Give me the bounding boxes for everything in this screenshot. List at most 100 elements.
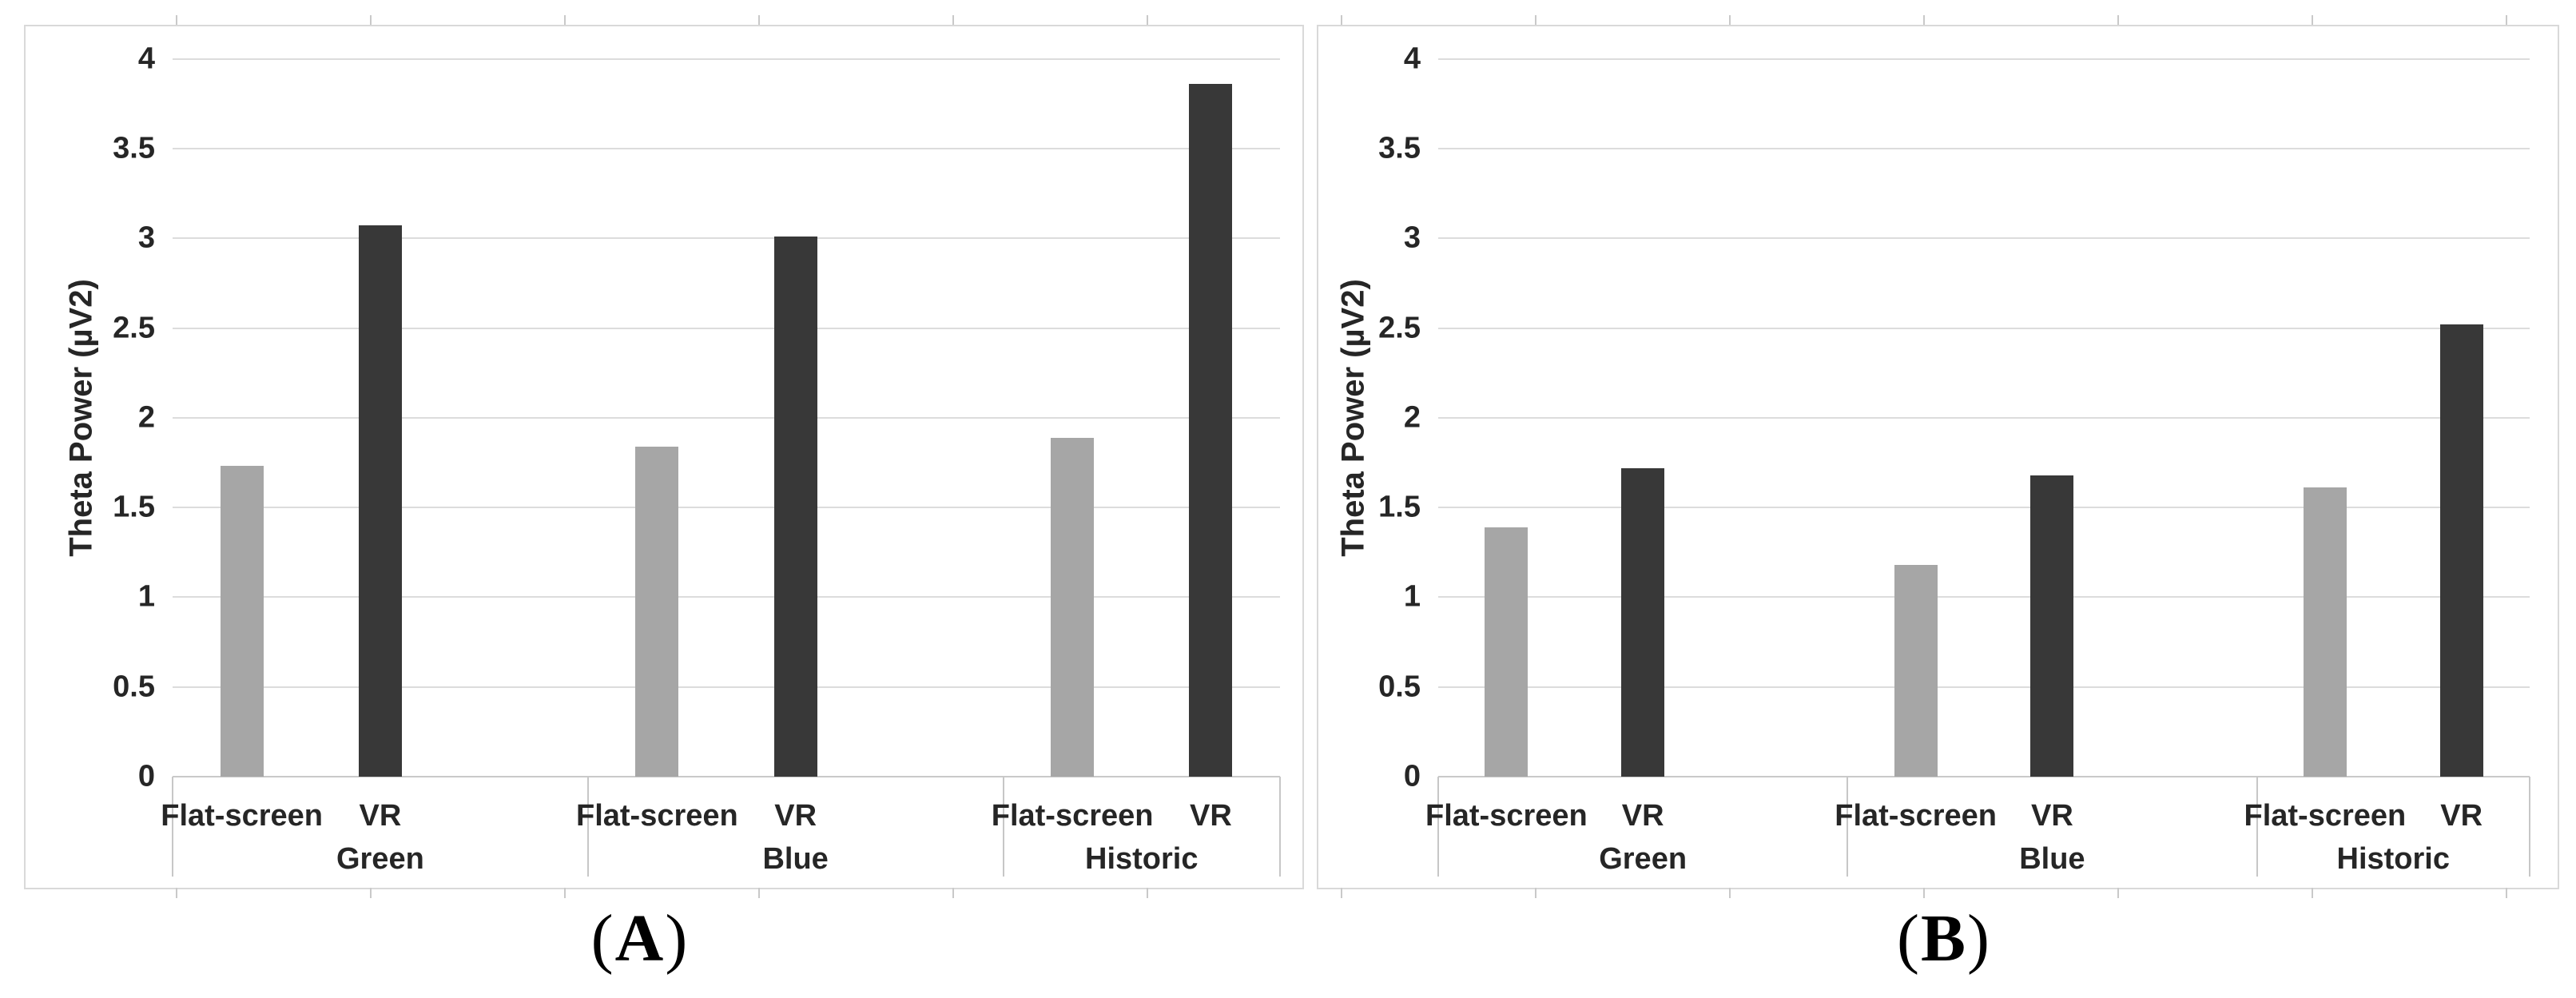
caption-letter: B (1920, 901, 1968, 976)
x-label-flat-screen: Flat-screen (576, 799, 738, 833)
y-tick-label: 0 (1403, 759, 1421, 793)
x-label-flat-screen: Flat-screen (1835, 799, 1997, 833)
frame-tick (2312, 888, 2313, 898)
bar-vr-blue (2030, 475, 2074, 777)
bar-vr-green (358, 225, 402, 777)
x-label-flat-screen: Flat-screen (1425, 799, 1588, 833)
group-separator (2256, 777, 2258, 877)
group-label-green: Green (336, 842, 424, 876)
y-axis-title: Theta Power (µV2) (1335, 279, 1371, 557)
bar-vr-historic (1189, 84, 1233, 777)
y-tick-label: 2 (1403, 400, 1421, 435)
x-label-vr: VR (2030, 799, 2073, 833)
group-separator (586, 777, 589, 877)
gridline (1438, 237, 2530, 240)
group-label-historic: Historic (1085, 842, 1199, 876)
y-tick-label: 1 (1403, 579, 1421, 614)
y-tick-label: 1.5 (1378, 490, 1421, 524)
group-separator (172, 777, 173, 877)
x-axis-line (173, 776, 1280, 777)
group-separator (1002, 777, 1004, 877)
group-label-blue: Blue (762, 842, 829, 876)
y-tick-label: 4 (137, 42, 155, 76)
group-label-blue: Blue (2019, 842, 2085, 876)
gridline (173, 686, 1280, 688)
bar-flat-screen-historic (2303, 487, 2347, 777)
gridline (173, 58, 1280, 60)
y-tick-label: 1.5 (113, 490, 155, 524)
group-separator (1437, 777, 1439, 877)
frame-tick (2506, 888, 2507, 898)
frame-tick (1729, 15, 1731, 25)
caption-paren: ( (1897, 901, 1921, 976)
y-tick-label: 3.5 (1378, 131, 1421, 165)
y-tick-label: 0.5 (1378, 670, 1421, 704)
frame-tick (1147, 15, 1148, 25)
frame-tick (1923, 15, 1925, 25)
y-tick-label: 2.5 (113, 311, 155, 344)
x-label-flat-screen: Flat-screen (2244, 799, 2407, 833)
y-tick-label: 0 (137, 759, 155, 793)
gridline (173, 237, 1280, 240)
frame-tick (1923, 888, 1925, 898)
gridline (173, 596, 1280, 598)
gridline (173, 507, 1280, 509)
frame-tick (2117, 15, 2119, 25)
frame-tick (2312, 15, 2313, 25)
frame-tick (176, 888, 177, 898)
caption-paren: ) (665, 901, 690, 976)
chart-frame (1317, 25, 2559, 889)
bar-vr-blue (773, 236, 817, 777)
frame-tick (564, 888, 566, 898)
y-tick-label: 1 (137, 579, 155, 614)
gridline (1438, 147, 2530, 149)
x-label-vr: VR (1189, 799, 1232, 833)
frame-tick (952, 15, 954, 25)
panel-caption: (B) (1897, 900, 1991, 977)
group-label-historic: Historic (2336, 842, 2450, 876)
frame-tick (2506, 15, 2507, 25)
bar-flat-screen-historic (1051, 437, 1095, 777)
x-axis-line (1438, 776, 2530, 777)
y-tick-label: 2.5 (1378, 311, 1421, 344)
gridline (1438, 507, 2530, 509)
y-tick-label: 4 (1403, 42, 1421, 76)
x-label-flat-screen: Flat-screen (161, 799, 323, 833)
group-separator (1279, 777, 1281, 877)
frame-tick (1147, 888, 1148, 898)
frame-tick (758, 888, 760, 898)
y-tick-label: 3 (1403, 221, 1421, 255)
frame-tick (370, 888, 372, 898)
bar-vr-green (1621, 467, 1665, 777)
gridline (1438, 686, 2530, 688)
bar-vr-historic (2439, 324, 2483, 777)
gridline (173, 416, 1280, 419)
x-label-vr: VR (2440, 799, 2483, 833)
gridline (1438, 58, 2530, 60)
frame-tick (370, 15, 372, 25)
chart-frame (24, 25, 1304, 889)
gridline (173, 147, 1280, 149)
frame-tick (176, 15, 177, 25)
x-label-vr: VR (774, 799, 817, 833)
bar-flat-screen-green (1485, 527, 1529, 777)
gridline (173, 327, 1280, 329)
caption-paren: ) (1967, 901, 1991, 976)
frame-tick (1535, 888, 1536, 898)
bar-flat-screen-blue (1894, 564, 1938, 777)
x-label-flat-screen: Flat-screen (991, 799, 1154, 833)
caption-letter: A (614, 901, 666, 976)
frame-tick (1341, 15, 1342, 25)
group-separator (2529, 777, 2530, 877)
gridline (1438, 327, 2530, 329)
frame-tick (1729, 888, 1731, 898)
y-tick-label: 3 (137, 221, 155, 255)
group-separator (1847, 777, 1849, 877)
gridline (1438, 596, 2530, 598)
y-tick-label: 3.5 (113, 131, 155, 165)
caption-paren: ( (590, 901, 615, 976)
y-tick-label: 2 (137, 400, 155, 435)
